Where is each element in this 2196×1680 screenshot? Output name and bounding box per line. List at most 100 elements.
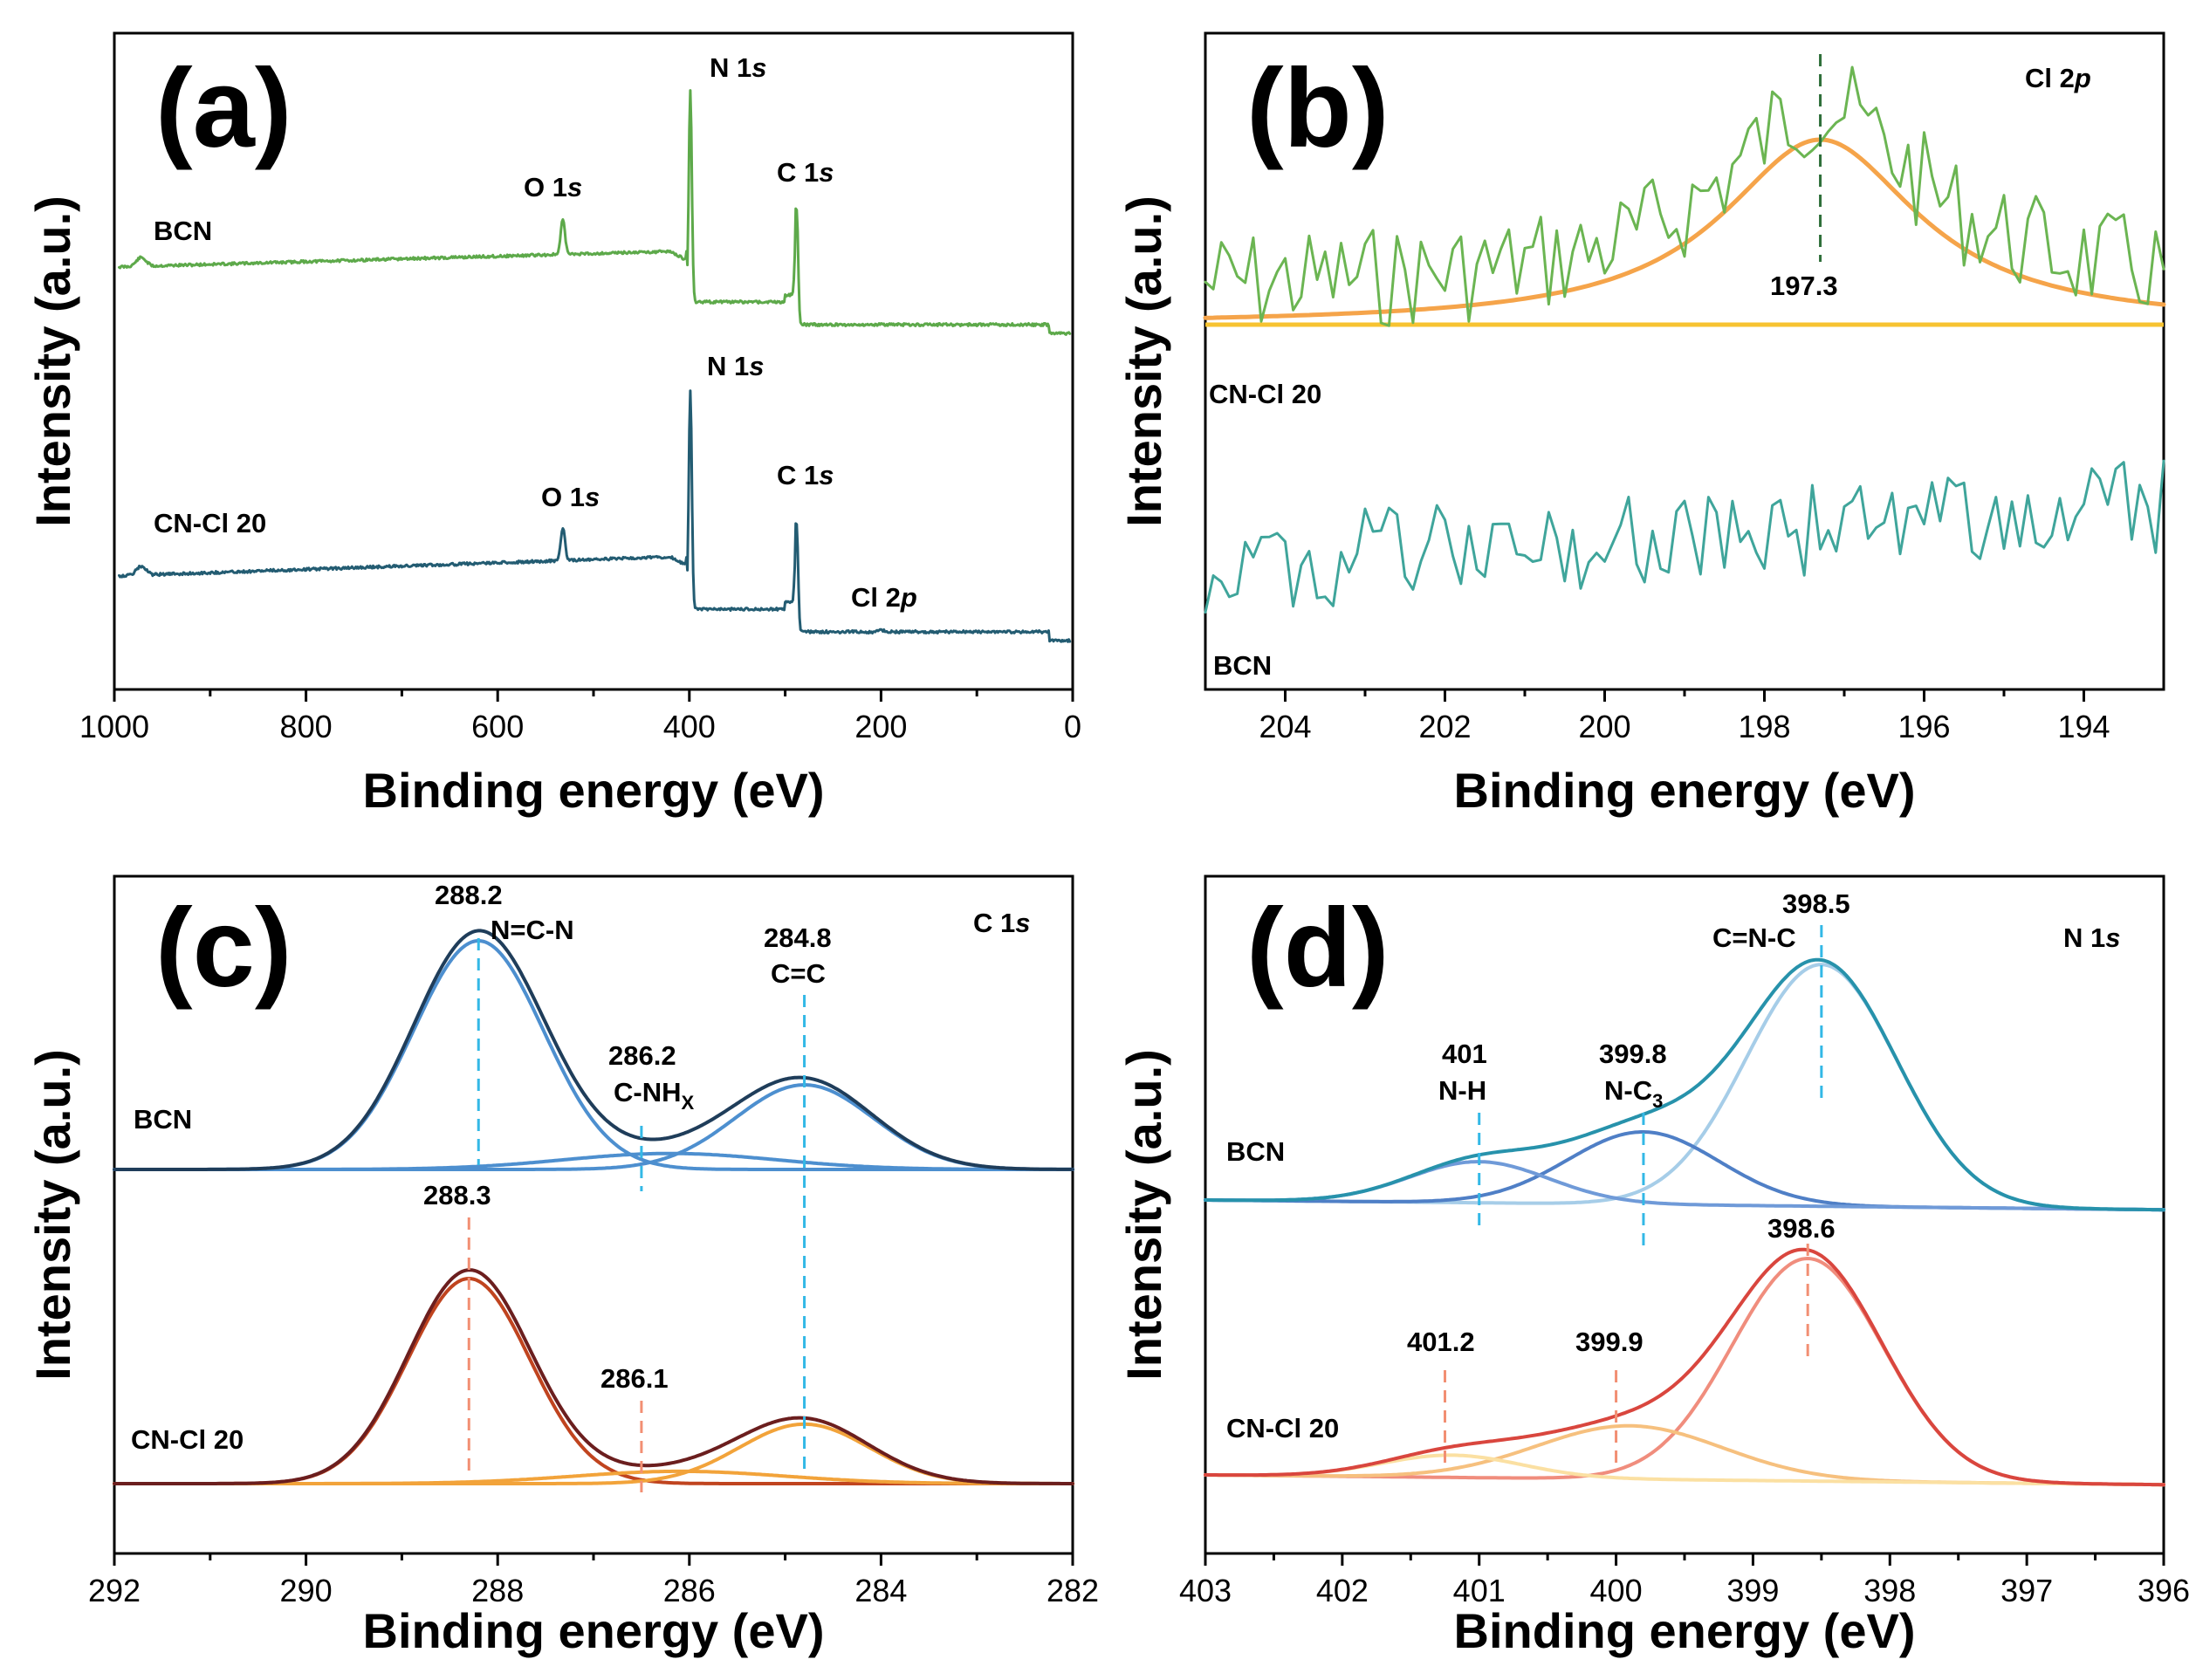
d-bcn-399-name-main: N-C	[1604, 1075, 1652, 1106]
panel-b-title-text: Cl 2p	[2025, 63, 2091, 93]
tick-label: 282	[1047, 1573, 1099, 1608]
panel-b-curves	[1203, 54, 2166, 614]
bcn-n1s-envelope	[1204, 957, 2165, 1212]
a-bcn-o1s-label: O 1s	[524, 172, 582, 202]
tick-label: 288	[471, 1573, 524, 1608]
panel-c-title: C 1s	[973, 908, 1031, 938]
a-cncl-cl2p-label: Cl 2p	[851, 582, 917, 613]
orbital-prefix: N 1	[707, 351, 749, 381]
panel-d-title: N 1s	[2063, 922, 2121, 953]
bcn-survey-line	[118, 89, 1072, 336]
cncl20-survey-line	[118, 389, 1072, 643]
tick-label: 290	[280, 1573, 333, 1608]
a-cncl-c1s-label-text: C 1s	[777, 460, 834, 490]
panel-b-letter: (b)	[1246, 46, 1389, 171]
d-cncl-398-value: 398.6	[1767, 1213, 1836, 1244]
c-cncl-286-value: 286.1	[600, 1363, 669, 1394]
a-bcn-c1s-label-text: C 1s	[777, 157, 834, 188]
panel-d-curves	[1204, 925, 2165, 1487]
panel-a-letter: (a)	[155, 46, 292, 171]
tick-label: 198	[1738, 709, 1790, 744]
cncl20-cl2p-spectrum	[1204, 65, 2165, 327]
cncl20-c1s-envelope	[113, 1268, 1074, 1485]
tick-label: 292	[88, 1573, 141, 1608]
c-bcn-284-name: C=C	[771, 958, 826, 989]
panel-c-xlabel: Binding energy (eV)	[363, 1603, 825, 1658]
orbital-letter: s	[749, 351, 764, 381]
orbital-prefix: C 1	[777, 460, 819, 490]
tick-label: 402	[1316, 1573, 1369, 1608]
c-bcn-286-value: 286.2	[608, 1040, 676, 1071]
a-bcn-o1s-label-text: O 1s	[524, 172, 582, 202]
panel-a-peak-labels: O 1s N 1s C 1s O 1s N 1s C 1s Cl 2p	[524, 52, 917, 613]
orbital-prefix: C 1	[777, 157, 819, 188]
tick-label: 401	[1453, 1573, 1506, 1608]
a-bcn-c1s-label: C 1s	[777, 157, 834, 188]
tick-label: 200	[1578, 709, 1630, 744]
panel-b-label-cncl20: CN-Cl 20	[1209, 379, 1321, 409]
tick-label: 196	[1897, 709, 1950, 744]
bcn-n1s-component-399	[1204, 1130, 2165, 1212]
d-bcn-399-name-sub: 3	[1652, 1090, 1663, 1112]
a-cncl-o1s-label-text: O 1s	[541, 482, 600, 512]
tick-label: 0	[1064, 709, 1081, 744]
panel-a-ticks: 1000 800 600 400 200 0	[79, 689, 1081, 744]
panel-c-ylabel: Intensity (a.u.)	[25, 1049, 80, 1381]
tick-label: 194	[2057, 709, 2110, 744]
c-bcn-286-name-sub: X	[682, 1092, 695, 1114]
a-bcn-n1s-label-text: N 1s	[710, 52, 767, 83]
orbital-letter: s	[751, 52, 766, 83]
orbital-letter: s	[819, 460, 834, 490]
tick-label: 399	[1726, 1573, 1779, 1608]
c-bcn-288-name: N=C-N	[491, 915, 574, 945]
panel-b-title: Cl 2p	[2025, 63, 2091, 93]
panel-c: (c) 292 290 288 286 284 282 C 1s 288.2 N=C-N …	[25, 874, 1099, 1658]
panel-c-ticks: 292 290 288 286 284 282	[88, 1553, 1099, 1608]
orbital-prefix: Cl 2	[851, 582, 901, 613]
tick-label: 200	[854, 709, 907, 744]
panel-b-label-bcn: BCN	[1213, 650, 1272, 681]
tick-label: 202	[1418, 709, 1471, 744]
panel-c-curves	[113, 929, 1074, 1492]
cncl20-n1s-envelope	[1204, 1247, 2165, 1487]
orbital-prefix: C 1	[973, 908, 1015, 938]
tick-label: 396	[2138, 1573, 2190, 1608]
d-bcn-401-name: N-H	[1438, 1075, 1486, 1106]
panel-a: (a) 1000 800 600 400 200 0 BCN CN-Cl 20 O 1s …	[25, 31, 1081, 818]
a-cncl-c1s-label: C 1s	[777, 460, 834, 490]
a-cncl-n1s-label-text: N 1s	[707, 351, 765, 381]
cncl20-cl2p-fit	[1203, 137, 2166, 320]
panel-d: (d) 403 402 401 400 399 398 397 396 N 1s 401 N-…	[1116, 874, 2190, 1658]
tick-label: 600	[471, 709, 524, 744]
panel-d-ylabel: Intensity (a.u.)	[1116, 1049, 1171, 1381]
panel-b-ticks: 204 202 200 198 196 194	[1259, 689, 2110, 744]
panel-c-title-text: C 1s	[973, 908, 1031, 938]
panel-b: (b) 204 202 200 198 196 194 Cl 2p 197.3 CN-Cl…	[1116, 31, 2166, 818]
orbital-prefix: O 1	[524, 172, 567, 202]
c-bcn-284-value: 284.8	[764, 922, 832, 953]
panel-d-ticks: 403 402 401 400 399 398 397 396	[1179, 1553, 2190, 1608]
c-bcn-288-value: 288.2	[435, 880, 503, 910]
panel-a-xlabel: Binding energy (eV)	[363, 763, 825, 818]
panel-d-label-bcn: BCN	[1226, 1136, 1285, 1167]
panel-c-label-cncl20: CN-Cl 20	[131, 1424, 244, 1455]
tick-label: 800	[280, 709, 333, 744]
orbital-letter: s	[2105, 922, 2120, 953]
panel-a-curves	[118, 89, 1072, 643]
tick-label: 400	[663, 709, 716, 744]
orbital-letter: s	[585, 482, 600, 512]
orbital-prefix: N 1	[2063, 922, 2105, 953]
orbital-prefix: N 1	[710, 52, 751, 83]
panel-d-label-cncl20: CN-Cl 20	[1226, 1413, 1339, 1443]
c-bcn-286-name: C-NHX	[614, 1077, 695, 1114]
tick-label: 204	[1259, 709, 1311, 744]
orbital-prefix: O 1	[541, 482, 585, 512]
a-bcn-n1s-label: N 1s	[710, 52, 767, 83]
d-cncl-401-value: 401.2	[1407, 1327, 1475, 1357]
tick-label: 286	[663, 1573, 716, 1608]
cncl20-c1s-component-288	[113, 1277, 1074, 1485]
orbital-prefix: Cl 2	[2025, 63, 2075, 93]
cncl20-n1s-component-398	[1204, 1257, 2165, 1487]
panel-a-ylabel: Intensity (a.u.)	[25, 195, 80, 527]
